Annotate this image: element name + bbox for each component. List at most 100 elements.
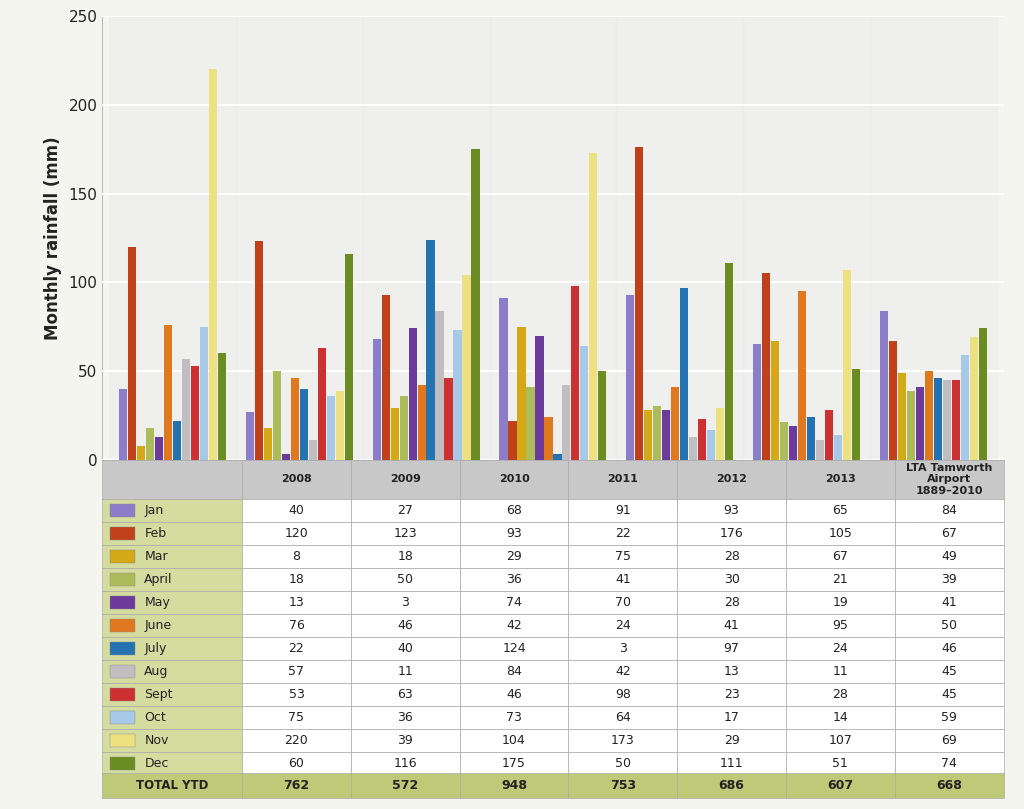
Bar [110, 527, 135, 540]
Bar [698, 419, 707, 460]
Text: 49: 49 [941, 550, 957, 563]
Bar [242, 568, 351, 591]
Bar [786, 684, 895, 706]
Text: 24: 24 [833, 642, 848, 655]
Bar [460, 684, 568, 706]
Bar [351, 591, 460, 614]
Text: 8: 8 [293, 550, 300, 563]
Text: 45: 45 [941, 665, 957, 678]
Text: 28: 28 [724, 550, 739, 563]
Bar [102, 545, 242, 568]
Bar [677, 660, 786, 684]
Text: 173: 173 [611, 735, 635, 748]
Bar [907, 391, 915, 460]
Text: Aug: Aug [144, 665, 169, 678]
Text: 75: 75 [289, 711, 304, 724]
Bar [426, 239, 434, 460]
Bar [110, 504, 135, 517]
Bar [351, 568, 460, 591]
Bar [895, 522, 1004, 545]
Bar [898, 373, 906, 460]
Text: 762: 762 [284, 779, 309, 792]
Bar [351, 684, 460, 706]
Text: 46: 46 [397, 619, 413, 632]
Text: 28: 28 [833, 688, 848, 701]
Text: June: June [144, 619, 171, 632]
Text: 91: 91 [615, 504, 631, 517]
Bar [351, 614, 460, 637]
Bar [786, 729, 895, 752]
Text: 2008: 2008 [281, 474, 312, 485]
Text: 13: 13 [289, 596, 304, 609]
Bar [895, 684, 1004, 706]
Bar [242, 637, 351, 660]
Bar [390, 409, 398, 460]
Bar [102, 499, 242, 522]
Bar [568, 460, 677, 499]
Bar [351, 460, 460, 499]
Bar [581, 346, 589, 460]
Bar [460, 706, 568, 729]
Text: 24: 24 [615, 619, 631, 632]
Text: 46: 46 [506, 688, 522, 701]
Bar [895, 773, 1004, 798]
Text: 753: 753 [609, 779, 636, 792]
Bar [568, 499, 677, 522]
Text: 2012: 2012 [716, 474, 748, 485]
Bar [145, 428, 154, 460]
Text: 668: 668 [936, 779, 963, 792]
Bar [677, 614, 786, 637]
Bar [109, 16, 236, 460]
Text: 28: 28 [724, 596, 739, 609]
Text: 59: 59 [941, 711, 957, 724]
Text: 19: 19 [833, 596, 848, 609]
Text: 97: 97 [724, 642, 739, 655]
Bar [460, 460, 568, 499]
Bar [786, 614, 895, 637]
Bar [110, 574, 135, 586]
Bar [351, 545, 460, 568]
Bar [526, 387, 535, 460]
Bar [460, 660, 568, 684]
Text: 11: 11 [833, 665, 848, 678]
Bar [568, 522, 677, 545]
Bar [242, 729, 351, 752]
Bar [460, 729, 568, 752]
Text: 29: 29 [506, 550, 522, 563]
Bar [173, 421, 181, 460]
Bar [500, 299, 508, 460]
Text: 70: 70 [614, 596, 631, 609]
Text: 124: 124 [502, 642, 526, 655]
Bar [677, 729, 786, 752]
Bar [110, 596, 135, 609]
Text: 607: 607 [827, 779, 853, 792]
Bar [382, 294, 390, 460]
Bar [110, 688, 135, 701]
Text: 42: 42 [615, 665, 631, 678]
Bar [807, 417, 815, 460]
Bar [300, 389, 307, 460]
Bar [200, 327, 208, 460]
Text: 41: 41 [941, 596, 957, 609]
Bar [399, 396, 408, 460]
Bar [916, 387, 925, 460]
Bar [653, 406, 662, 460]
Text: 74: 74 [506, 596, 522, 609]
Text: 2010: 2010 [499, 474, 529, 485]
Text: Sept: Sept [144, 688, 173, 701]
Text: 36: 36 [506, 573, 522, 586]
Bar [110, 620, 135, 632]
Text: 123: 123 [393, 527, 417, 540]
Text: 3: 3 [618, 642, 627, 655]
Bar [351, 752, 460, 775]
Bar [786, 752, 895, 775]
Bar [282, 455, 290, 460]
Bar [677, 706, 786, 729]
Bar [825, 410, 834, 460]
Bar [460, 545, 568, 568]
Bar [771, 341, 779, 460]
Bar [786, 591, 895, 614]
Bar [689, 437, 697, 460]
Bar [568, 637, 677, 660]
Bar [852, 369, 860, 460]
